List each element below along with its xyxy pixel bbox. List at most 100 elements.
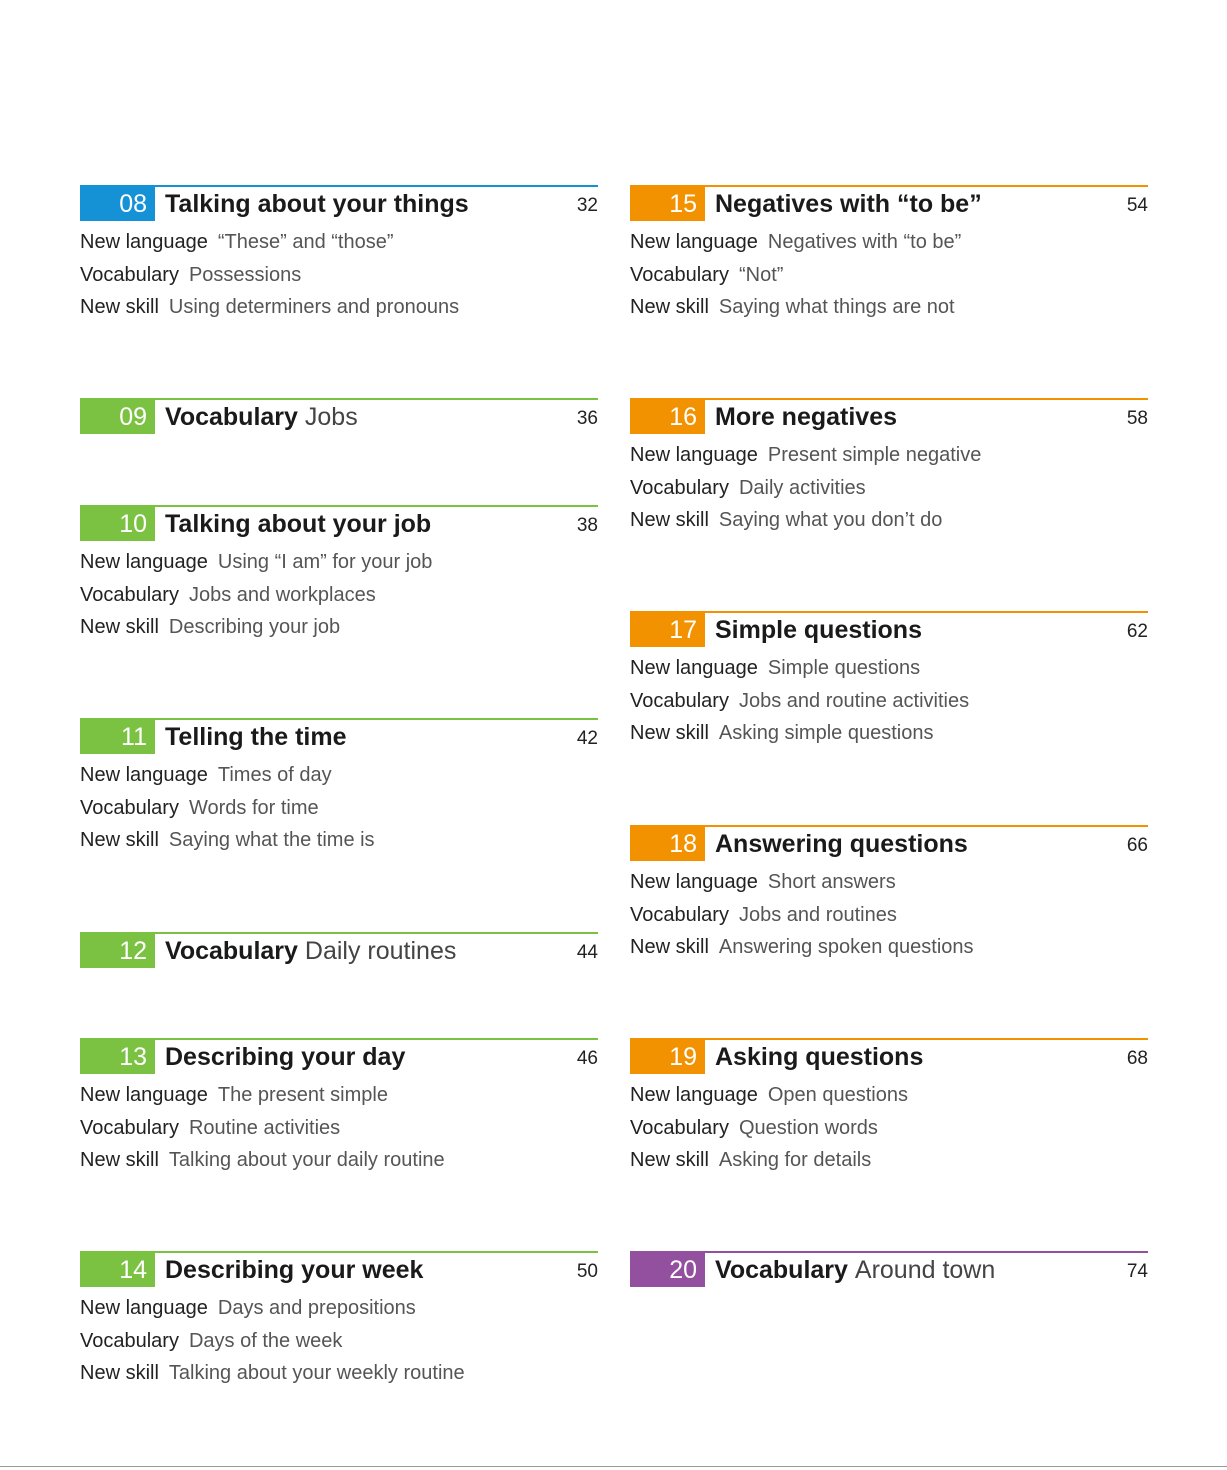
entry-number: 16 [630, 398, 705, 434]
detail-text: Negatives with “to be” [767, 231, 962, 253]
detail-row: Vocabulary Daily activities [630, 475, 866, 501]
detail-label: Vocabulary [80, 1116, 179, 1139]
detail-row: Vocabulary “Not” [630, 262, 783, 288]
page-number: 54 [1126, 195, 1148, 216]
detail-row: New skill Answering spoken questions [630, 934, 974, 960]
detail-label: New skill [630, 296, 709, 318]
detail-row: Vocabulary Days of the week [80, 1328, 342, 1354]
detail-row: New skill Talking about your weekly routi… [80, 1360, 465, 1386]
title-text: Vocabulary [165, 403, 298, 431]
toc-entry: 14 Describing your week 50 New language Days… [80, 1251, 598, 1384]
detail-row: New skill Asking for details [630, 1147, 871, 1173]
toc-entry: 15 Negatives with “to be” 54 New language Ne… [630, 185, 1148, 318]
detail-row: New language Simple questions [630, 655, 920, 681]
detail-text: Talking about your daily routine [168, 1149, 445, 1171]
entry-number: 17 [630, 611, 705, 647]
entry-rule [80, 718, 598, 720]
toc-entry: 17 Simple questions 62 New language Simple q… [630, 611, 1148, 744]
detail-row: New skill Asking simple questions [630, 720, 933, 746]
detail-text: Open questions [767, 1084, 908, 1106]
detail-row: Vocabulary Question words [630, 1115, 878, 1141]
detail-text: Simple questions [767, 657, 921, 679]
detail-row: New language Using “I am” for your job [80, 549, 432, 575]
entry-title: Talking about your job [165, 505, 431, 543]
detail-text: Saying what things are not [718, 296, 955, 318]
detail-row: New skill Using determiners and pronouns [80, 294, 459, 320]
toc-entry: 20 Vocabulary Around town 74 [630, 1251, 1148, 1371]
detail-label: New skill [630, 936, 709, 958]
entry-rule [80, 398, 598, 400]
entry-number: 08 [80, 185, 155, 221]
toc-entry: 09 Vocabulary Jobs 36 [80, 398, 598, 518]
detail-label: New skill [80, 829, 159, 851]
title-text: Simple questions [715, 616, 922, 644]
entry-number: 09 [80, 398, 155, 434]
entry-title: Talking about your things [165, 185, 469, 223]
entry-title: Negatives with “to be” [715, 185, 982, 223]
entry-rule [80, 505, 598, 507]
entry-title: Vocabulary Jobs [165, 398, 358, 436]
detail-label: New language [80, 231, 208, 253]
detail-text: Question words [738, 1116, 878, 1139]
title-subtitle: Daily routines [304, 937, 457, 965]
detail-row: New language Present simple negative [630, 442, 981, 468]
page-number: 74 [1126, 1261, 1148, 1282]
detail-label: New language [80, 764, 208, 786]
detail-text: Asking for details [718, 1149, 872, 1171]
entry-number: 14 [80, 1251, 155, 1287]
detail-row: New language Open questions [630, 1082, 908, 1108]
detail-text: Days and prepositions [217, 1297, 416, 1319]
entry-title: Describing your week [165, 1251, 423, 1289]
detail-row: New language Days and prepositions [80, 1295, 416, 1321]
entry-number: 10 [80, 505, 155, 541]
toc-entry: 18 Answering questions 66 New language Short… [630, 825, 1148, 958]
toc-entry: 11 Telling the time 42 New language Times of… [80, 718, 598, 851]
entry-rule [630, 1251, 1148, 1253]
detail-row: Vocabulary Jobs and routine activities [630, 688, 969, 714]
page-number: 66 [1126, 835, 1148, 856]
page-number: 44 [576, 942, 598, 963]
entry-title: Vocabulary Daily routines [165, 932, 456, 970]
entry-number: 20 [630, 1251, 705, 1287]
detail-text: Asking simple questions [718, 722, 934, 744]
toc-entry: 16 More negatives 58 New language Present si… [630, 398, 1148, 531]
detail-row: New skill Talking about your daily routin… [80, 1147, 445, 1173]
detail-label: Vocabulary [630, 263, 729, 286]
detail-label: New language [630, 871, 758, 893]
detail-label: New language [630, 1084, 758, 1106]
detail-text: Present simple negative [767, 444, 982, 466]
detail-text: Using determiners and pronouns [168, 296, 460, 318]
detail-label: New skill [80, 296, 159, 318]
detail-text: Routine activities [188, 1116, 341, 1139]
detail-text: The present simple [217, 1084, 388, 1106]
detail-label: Vocabulary [80, 796, 179, 819]
entry-number: 13 [80, 1038, 155, 1074]
detail-label: New skill [80, 1362, 159, 1384]
detail-label: New language [80, 1297, 208, 1319]
detail-label: New language [80, 551, 208, 573]
toc-entry: 12 Vocabulary Daily routines 44 [80, 932, 598, 1052]
entry-rule [630, 185, 1148, 187]
page-number: 68 [1126, 1048, 1148, 1069]
entry-rule [630, 1038, 1148, 1040]
title-subtitle: Around town [854, 1256, 996, 1284]
detail-row: New language “These” and “those” [80, 229, 394, 255]
detail-row: New skill Saying what the time is [80, 827, 375, 853]
title-text: Talking about your things [165, 190, 469, 218]
entry-title: More negatives [715, 398, 897, 436]
page-number: 62 [1126, 621, 1148, 642]
entry-rule [80, 932, 598, 934]
page-number: 58 [1126, 408, 1148, 429]
page-number: 50 [576, 1261, 598, 1282]
detail-text: “These” and “those” [217, 231, 394, 253]
title-text: Answering questions [715, 830, 968, 858]
detail-text: Jobs and routines [738, 903, 897, 926]
detail-row: Vocabulary Words for time [80, 795, 319, 821]
entry-title: Telling the time [165, 718, 347, 756]
title-text: Asking questions [715, 1043, 924, 1071]
entry-number: 19 [630, 1038, 705, 1074]
detail-text: “Not” [738, 263, 784, 286]
detail-text: Days of the week [188, 1329, 343, 1352]
title-text: Vocabulary [165, 937, 298, 965]
